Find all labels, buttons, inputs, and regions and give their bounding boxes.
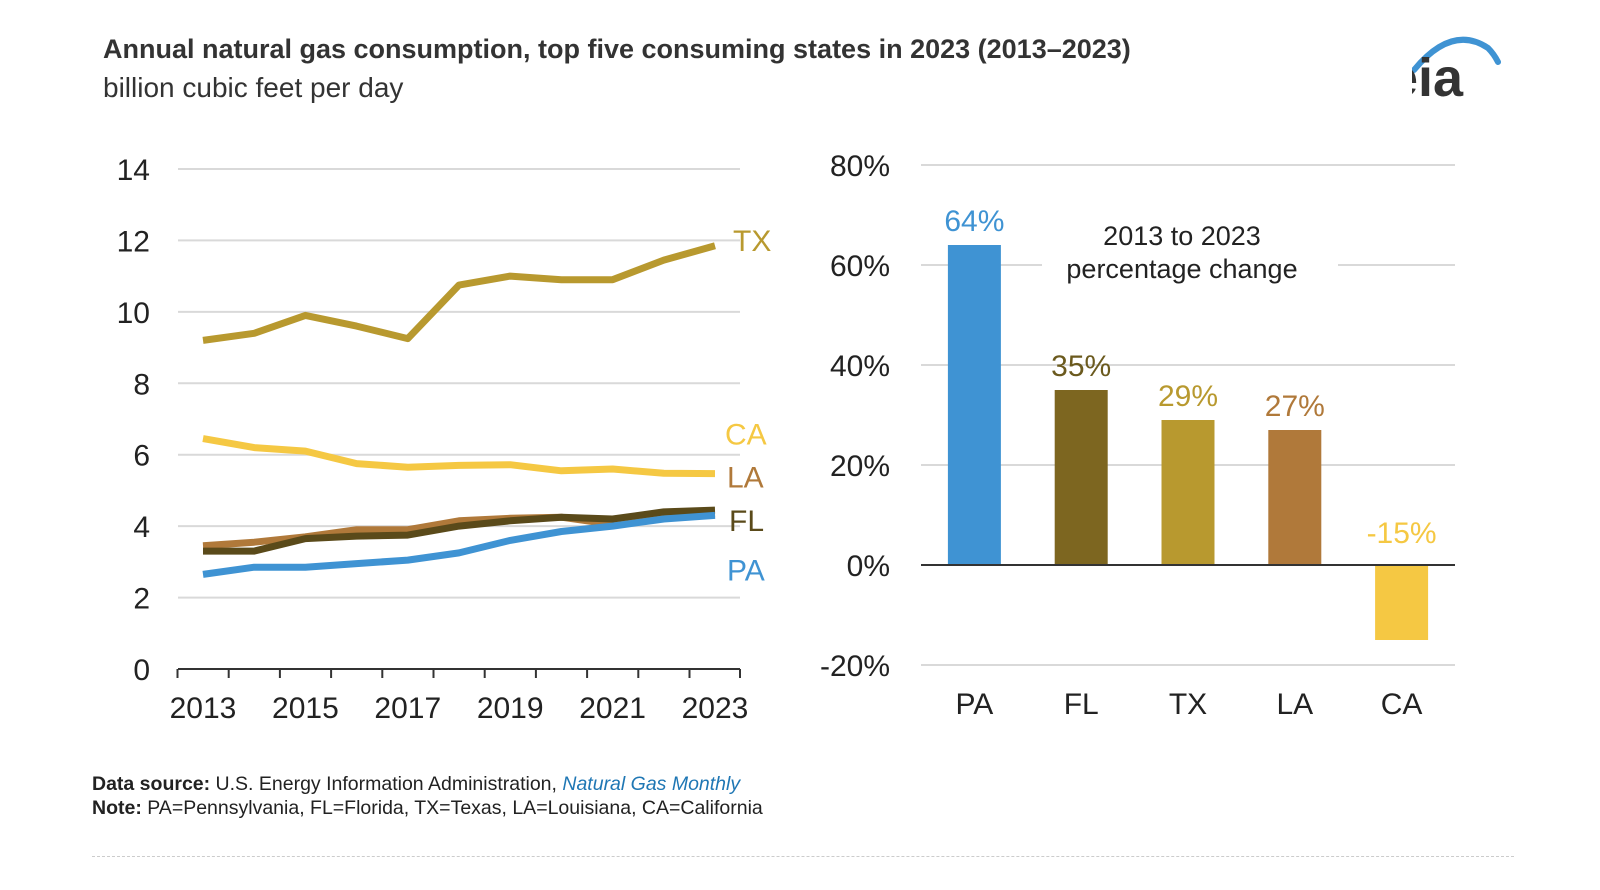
eia-logo: eia — [1412, 36, 1501, 108]
series-line-fl — [203, 506, 716, 555]
bar-value-label-pa: 64% — [944, 205, 1004, 238]
eia-logo-text: eia — [1412, 48, 1464, 108]
y-tick-label: 20% — [830, 450, 890, 483]
bar-value-label-ca: -15% — [1367, 517, 1437, 550]
series-line-pa — [202, 511, 716, 578]
y-tick-label: 8 — [133, 368, 150, 401]
category-label-pa: PA — [956, 688, 994, 721]
source-label: Data source: — [92, 773, 211, 795]
y-tick-label: 12 — [117, 225, 150, 258]
y-tick-label: 10 — [117, 297, 150, 330]
y-tick-label: -20% — [820, 650, 890, 683]
y-tick-label: 14 — [117, 154, 150, 187]
series-line-tx — [202, 242, 716, 344]
y-tick-label: 6 — [133, 440, 150, 473]
y-tick-label: 4 — [133, 511, 150, 544]
series-label-fl: FL — [729, 505, 764, 538]
source-line: Data source: U.S. Energy Information Adm… — [92, 772, 763, 796]
bar-ca — [1375, 565, 1429, 640]
x-tick-label: 2019 — [477, 692, 544, 725]
note-line: Note: PA=Pennsylvania, FL=Florida, TX=Te… — [92, 796, 763, 820]
chart-subtitle: billion cubic feet per day — [103, 72, 404, 103]
bar-value-label-fl: 35% — [1051, 350, 1111, 383]
y-tick-label: 2 — [133, 583, 150, 616]
chart-canvas: 0 2 4 6 8 10 12 14 2013 2015 2017 2019 2021 2023 TX CA L… — [117, 150, 1455, 725]
x-tick-label: 2013 — [170, 692, 237, 725]
x-tick-label: 2017 — [374, 692, 441, 725]
series-label-pa: PA — [727, 554, 765, 587]
y-tick-label: 0 — [133, 654, 150, 687]
series-line-ca — [202, 435, 716, 478]
series-label-ca: CA — [725, 419, 767, 452]
x-tick-label: 2015 — [272, 692, 339, 725]
note-label: Note: — [92, 797, 142, 819]
annotation-line-2: percentage change — [1066, 254, 1297, 284]
category-label-tx: TX — [1169, 688, 1207, 721]
y-tick-label: 80% — [830, 150, 890, 183]
category-label-ca: CA — [1381, 688, 1423, 721]
y-tick-label: 60% — [830, 250, 890, 283]
y-tick-label: 0% — [847, 550, 890, 583]
y-tick-label: 40% — [830, 350, 890, 383]
bar-la — [1268, 430, 1322, 565]
chart-footer: Data source: U.S. Energy Information Adm… — [92, 772, 763, 820]
source-text: U.S. Energy Information Administration, — [215, 773, 557, 795]
footer-divider — [92, 856, 1514, 857]
category-label-fl: FL — [1064, 688, 1099, 721]
note-text: PA=Pennsylvania, FL=Florida, TX=Texas, L… — [147, 797, 763, 819]
source-link[interactable]: Natural Gas Monthly — [562, 773, 741, 795]
x-tick-label: 2023 — [682, 692, 749, 725]
category-label-la: LA — [1276, 688, 1313, 721]
bar-fl — [1054, 390, 1108, 565]
series-label-tx: TX — [733, 225, 771, 258]
bar-tx — [1161, 420, 1215, 565]
bar-chart: -20% 0% 20% 40% 60% 80% 64% PA 35% FL 29% TX 27% LA -1… — [820, 150, 1455, 721]
chart-title: Annual natural gas consumption, top five… — [103, 34, 1131, 64]
bar-pa — [947, 245, 1001, 565]
bar-value-label-tx: 29% — [1158, 380, 1218, 413]
annotation-background — [1042, 218, 1338, 288]
line-chart: 0 2 4 6 8 10 12 14 2013 2015 2017 2019 2021 2023 TX CA L… — [117, 154, 772, 725]
bar-value-label-la: 27% — [1265, 390, 1325, 423]
x-tick-label: 2021 — [579, 692, 646, 725]
eia-logo-swoosh — [1412, 36, 1501, 73]
series-label-la: LA — [727, 462, 764, 495]
annotation-line-1: 2013 to 2023 — [1103, 221, 1261, 251]
